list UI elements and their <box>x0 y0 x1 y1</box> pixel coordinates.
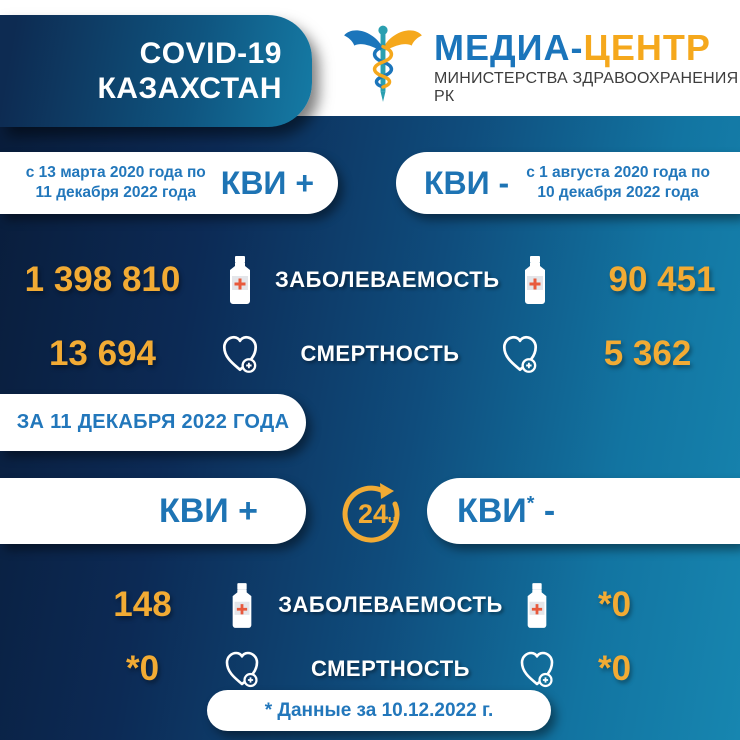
daily-kvi-negative-asterisk: * <box>526 492 535 515</box>
24h-number: 24 <box>358 499 388 529</box>
medicine-bottle-icon <box>500 256 570 304</box>
heart-plus-icon <box>485 332 555 376</box>
medicine-bottle-icon <box>210 582 274 628</box>
daily-incidence-negative: *0 <box>597 585 632 624</box>
24h-unit: ч <box>388 512 397 529</box>
cumulative-mortality-row: 13 694 СМЕРТНОСТЬ 5 362 <box>0 322 740 386</box>
kvi-positive-period-line1: с 13 марта 2020 года по <box>25 163 206 181</box>
logo-title-yellow: ЦЕНТР <box>583 27 711 68</box>
kvi-negative-period: с 1 августа 2020 года по 10 декабря 2022… <box>526 163 710 203</box>
cumulative-incidence-positive: 1 398 810 <box>24 260 181 299</box>
cumulative-incidence-row: 1 398 810 ЗАБОЛЕВАЕМОСТЬ 90 451 <box>0 247 740 313</box>
media-center-logo: МЕДИА-ЦЕНТР МИНИСТЕРСТВА ЗДРАВООХРАНЕНИЯ… <box>342 20 740 108</box>
kvi-negative-period-line1: с 1 августа 2020 года по <box>526 163 710 181</box>
mortality-label: СМЕРТНОСТЬ <box>310 656 470 681</box>
covid-kazakhstan-badge: COVID-19 КАЗАХСТАН <box>0 15 312 127</box>
mortality-label: СМЕРТНОСТЬ <box>300 341 460 366</box>
daily-date-banner: ЗА 11 ДЕКАБРЯ 2022 ГОДА <box>0 394 306 451</box>
daily-mortality-positive: *0 <box>125 649 160 688</box>
logo-title-blue: МЕДИА- <box>434 27 584 68</box>
daily-kvi-negative-label: КВИ* - <box>457 492 555 531</box>
cumulative-mortality-negative: 5 362 <box>603 334 692 373</box>
kvi-negative-label: КВИ - <box>424 164 510 201</box>
cumulative-incidence-negative: 90 451 <box>608 260 716 299</box>
medicine-bottle-icon <box>205 256 275 304</box>
daily-incidence-positive: 148 <box>113 585 172 624</box>
kvi-positive-period-line2: 11 декабря 2022 года <box>35 184 196 201</box>
heart-plus-icon <box>205 332 275 376</box>
kvi-positive-period: с 13 марта 2020 года по 11 декабря 2022 … <box>26 163 206 203</box>
daily-kvi-positive-pill: КВИ + <box>0 478 306 544</box>
logo-title: МЕДИА-ЦЕНТР <box>434 30 740 66</box>
heart-plus-icon <box>507 648 567 690</box>
medicine-bottle-icon <box>507 582 567 628</box>
daily-kvi-positive-label: КВИ + <box>158 491 258 530</box>
daily-mortality-row: *0 СМЕРТНОСТЬ *0 <box>0 638 740 700</box>
logo-text: МЕДИА-ЦЕНТР МИНИСТЕРСТВА ЗДРАВООХРАНЕНИЯ… <box>434 30 740 106</box>
cumulative-mortality-positive: 13 694 <box>48 334 157 373</box>
badge-covid-line: COVID-19 <box>139 36 282 70</box>
heart-plus-icon <box>210 648 274 690</box>
daily-kvi-negative-main: КВИ <box>457 491 527 530</box>
caduceus-icon <box>344 25 422 102</box>
kvi-positive-label: КВИ + <box>220 164 314 201</box>
daily-kvi-negative-minus: - <box>543 491 556 530</box>
daily-kvi-negative-pill: КВИ* - <box>427 478 740 544</box>
incidence-label: ЗАБОЛЕВАЕМОСТЬ <box>278 592 503 617</box>
daily-incidence-row: 148 ЗАБОЛЕВАЕМОСТЬ *0 <box>0 572 740 638</box>
24h-icon: 24 ч <box>336 475 408 547</box>
incidence-label: ЗАБОЛЕВАЕМОСТЬ <box>275 267 500 292</box>
logo-subtitle: МИНИСТЕРСТВА ЗДРАВООХРАНЕНИЯ РК <box>434 70 739 105</box>
badge-kazakhstan-line: КАЗАХСТАН <box>97 72 282 105</box>
daily-mortality-negative: *0 <box>597 649 632 688</box>
footnote-pill: * Данные за 10.12.2022 г. <box>207 690 551 731</box>
kvi-negative-period-line2: 10 декабря 2022 года <box>537 184 699 201</box>
kvi-negative-period-pill: КВИ - с 1 августа 2020 года по 10 декабр… <box>396 152 740 214</box>
kvi-positive-period-pill: с 13 марта 2020 года по 11 декабря 2022 … <box>0 152 338 214</box>
